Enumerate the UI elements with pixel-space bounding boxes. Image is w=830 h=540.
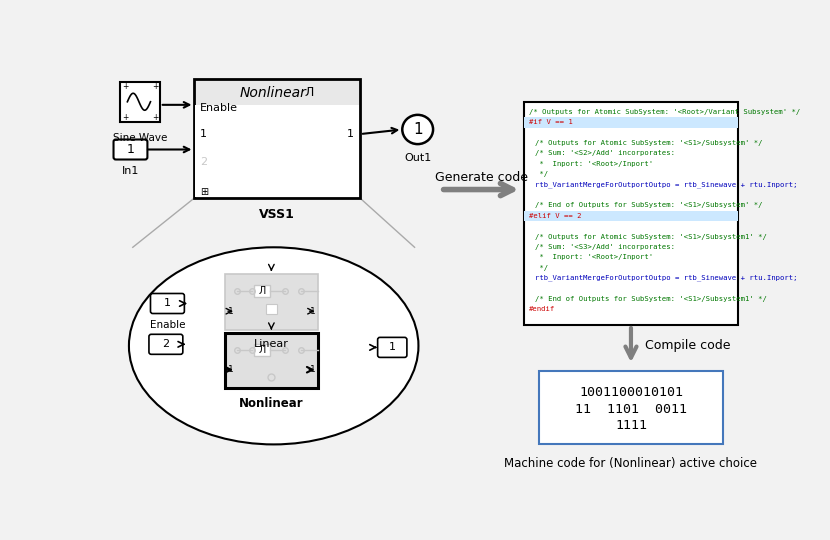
Text: 2: 2 [200, 157, 207, 167]
FancyBboxPatch shape [120, 82, 159, 122]
Text: 1: 1 [164, 299, 171, 308]
FancyBboxPatch shape [149, 334, 183, 354]
Ellipse shape [403, 115, 433, 144]
Text: ⊞: ⊞ [201, 187, 208, 197]
Text: Л: Л [258, 286, 266, 296]
Text: +: + [122, 113, 129, 122]
Text: /* End of Outputs for SubSystem: '<S1>/Subsystem1' */: /* End of Outputs for SubSystem: '<S1>/S… [535, 296, 768, 302]
Text: Nonlinear: Nonlinear [240, 85, 307, 99]
Text: */: */ [535, 171, 549, 177]
Text: /* Outputs for Atomic SubSystem: '<Root>/Variant Subsystem' */: /* Outputs for Atomic SubSystem: '<Root>… [530, 109, 801, 115]
Text: Machine code for (Nonlinear) active choice: Machine code for (Nonlinear) active choi… [505, 457, 758, 470]
Text: Generate code: Generate code [435, 171, 528, 184]
Text: /* Sum: '<S2>/Add' incorporates:: /* Sum: '<S2>/Add' incorporates: [535, 150, 676, 157]
Text: Out1: Out1 [404, 153, 432, 163]
Text: Enable: Enable [149, 320, 185, 329]
Text: 11  1101  0011: 11 1101 0011 [575, 403, 687, 416]
Text: rtb_VariantMergeForOutportOutpo = rtb_Sinewave + rtu.Inport;: rtb_VariantMergeForOutportOutpo = rtb_Si… [535, 181, 798, 188]
FancyBboxPatch shape [524, 102, 738, 325]
Ellipse shape [129, 247, 418, 444]
Text: /* Sum: '<S3>/Add' incorporates:: /* Sum: '<S3>/Add' incorporates: [535, 244, 676, 250]
Text: 2: 2 [163, 339, 169, 349]
Text: Л: Л [258, 345, 266, 355]
FancyBboxPatch shape [266, 303, 276, 314]
FancyBboxPatch shape [150, 294, 184, 314]
FancyBboxPatch shape [255, 285, 270, 298]
Text: Sine Wave: Sine Wave [113, 132, 167, 143]
FancyBboxPatch shape [540, 372, 723, 444]
Text: 1: 1 [310, 307, 315, 316]
Text: Linear: Linear [254, 339, 289, 349]
Text: 1: 1 [227, 307, 233, 316]
Text: #if V == 1: #if V == 1 [530, 119, 573, 125]
FancyBboxPatch shape [114, 139, 148, 159]
Text: 1: 1 [227, 365, 233, 374]
Text: #elif V == 2: #elif V == 2 [530, 213, 582, 219]
Text: 1: 1 [126, 143, 134, 156]
Text: In1: In1 [122, 166, 139, 177]
Text: /* Outputs for Atomic SubSystem: '<S1>/Subsystem1' */: /* Outputs for Atomic SubSystem: '<S1>/S… [535, 233, 768, 240]
Text: Compile code: Compile code [645, 339, 730, 352]
FancyBboxPatch shape [524, 117, 738, 127]
Text: 1: 1 [200, 129, 207, 139]
FancyBboxPatch shape [225, 333, 318, 388]
Text: rtb_VariantMergeForOutportOutpo = rtb_Sinewave + rtu.Inport;: rtb_VariantMergeForOutportOutpo = rtb_Si… [535, 275, 798, 281]
Text: 1: 1 [388, 342, 396, 353]
Text: +: + [152, 82, 159, 91]
FancyBboxPatch shape [255, 343, 270, 356]
FancyBboxPatch shape [195, 105, 359, 197]
Text: 1001100010101: 1001100010101 [579, 386, 683, 399]
Text: Л: Л [305, 86, 315, 99]
Text: 1: 1 [413, 122, 422, 137]
Text: 1111: 1111 [615, 418, 647, 431]
Text: VSS1: VSS1 [259, 208, 295, 221]
Text: 1: 1 [347, 129, 354, 139]
Text: Enable: Enable [200, 103, 237, 113]
Text: /* End of Outputs for SubSystem: '<S1>/Subsystem' */: /* End of Outputs for SubSystem: '<S1>/S… [535, 202, 763, 208]
Text: +: + [122, 82, 129, 91]
FancyBboxPatch shape [378, 338, 407, 357]
Text: *  Inport: '<Root>/Inport': * Inport: '<Root>/Inport' [535, 254, 653, 260]
Text: Nonlinear: Nonlinear [239, 397, 304, 410]
Text: 1: 1 [310, 365, 315, 374]
FancyBboxPatch shape [194, 79, 360, 198]
FancyBboxPatch shape [524, 211, 738, 221]
Text: *  Inport: '<Root>/Inport': * Inport: '<Root>/Inport' [535, 161, 653, 167]
Text: /* Outputs for Atomic SubSystem: '<S1>/Subsystem' */: /* Outputs for Atomic SubSystem: '<S1>/S… [535, 140, 763, 146]
Text: */: */ [535, 265, 549, 271]
FancyBboxPatch shape [225, 274, 318, 330]
Text: #endif: #endif [530, 306, 555, 312]
Text: +: + [152, 113, 159, 122]
